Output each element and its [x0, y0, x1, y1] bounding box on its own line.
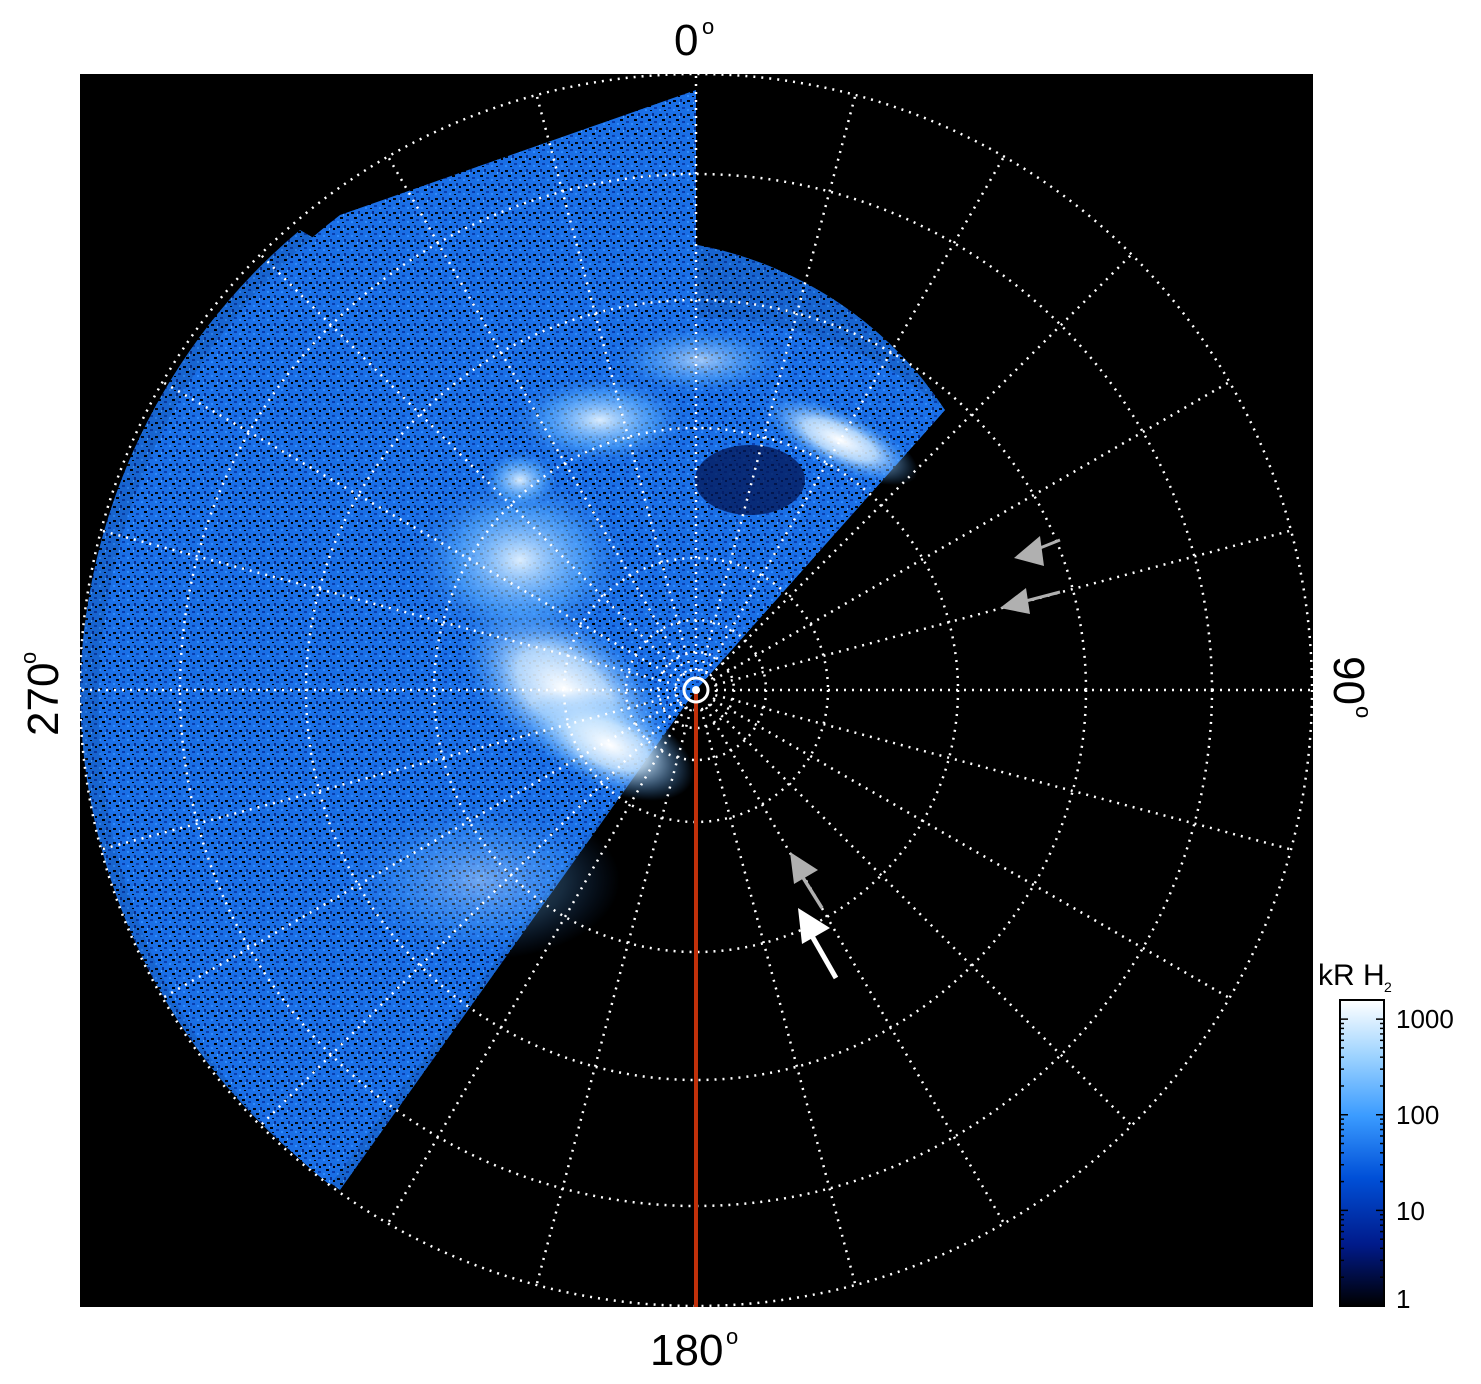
gray-arrow-icon: [790, 852, 824, 909]
grid-spoke: [386, 706, 688, 1225]
svg-text:270: 270: [19, 663, 68, 736]
grid-spoke: [161, 380, 680, 682]
svg-text:o: o: [1351, 706, 1376, 718]
colorbar-tick-label: 100: [1396, 1100, 1439, 1130]
colorbar-scale: [1339, 999, 1385, 1307]
grid-spoke: [259, 253, 683, 677]
gray-arrow-icon: [1000, 588, 1061, 614]
label-top: 0 o: [674, 14, 714, 65]
colorbar-tick-label: 10: [1396, 1196, 1425, 1226]
grid-spoke: [712, 698, 1231, 1000]
svg-text:90: 90: [1324, 656, 1373, 705]
gray-arrow-icon: [1014, 536, 1061, 566]
colorbar-title-subscript: 2: [1384, 979, 1392, 995]
label-bottom: 180 o: [650, 1324, 738, 1375]
grid-spoke: [535, 94, 693, 672]
grid-spoke: [161, 698, 680, 1000]
svg-text:0: 0: [674, 16, 698, 65]
colorbar: kR H 2 1000 100 10 1: [1318, 959, 1454, 1314]
colorbar-tick-label: 1000: [1396, 1004, 1454, 1034]
svg-text:o: o: [16, 652, 41, 664]
grid-spoke: [714, 693, 1292, 851]
colorbar-tick-label: 1: [1396, 1284, 1410, 1314]
grid-ring: [78, 72, 1314, 1308]
label-right: 90 o: [1324, 656, 1376, 718]
grid-spoke: [100, 529, 678, 687]
grid-spoke: [704, 155, 1006, 674]
svg-text:o: o: [702, 14, 714, 39]
pole-marker-icon: [682, 676, 710, 704]
label-left: 270 o: [16, 652, 68, 736]
grid-spoke: [712, 380, 1231, 682]
grid-spoke: [535, 708, 693, 1286]
grid-spoke: [259, 703, 683, 1127]
polar-grid: [78, 72, 1314, 1308]
colorbar-title: kR H: [1318, 959, 1385, 992]
grid-spoke: [386, 155, 688, 674]
grid-spoke: [699, 708, 857, 1286]
svg-text:180: 180: [650, 1326, 723, 1375]
grid-spoke: [100, 693, 678, 851]
white-arrow-icon: [798, 908, 839, 980]
grid-spoke: [699, 94, 857, 672]
grid-spoke: [709, 703, 1133, 1127]
grid-spoke: [709, 253, 1133, 677]
grid-spoke: [704, 706, 1006, 1225]
svg-text:o: o: [726, 1324, 738, 1349]
